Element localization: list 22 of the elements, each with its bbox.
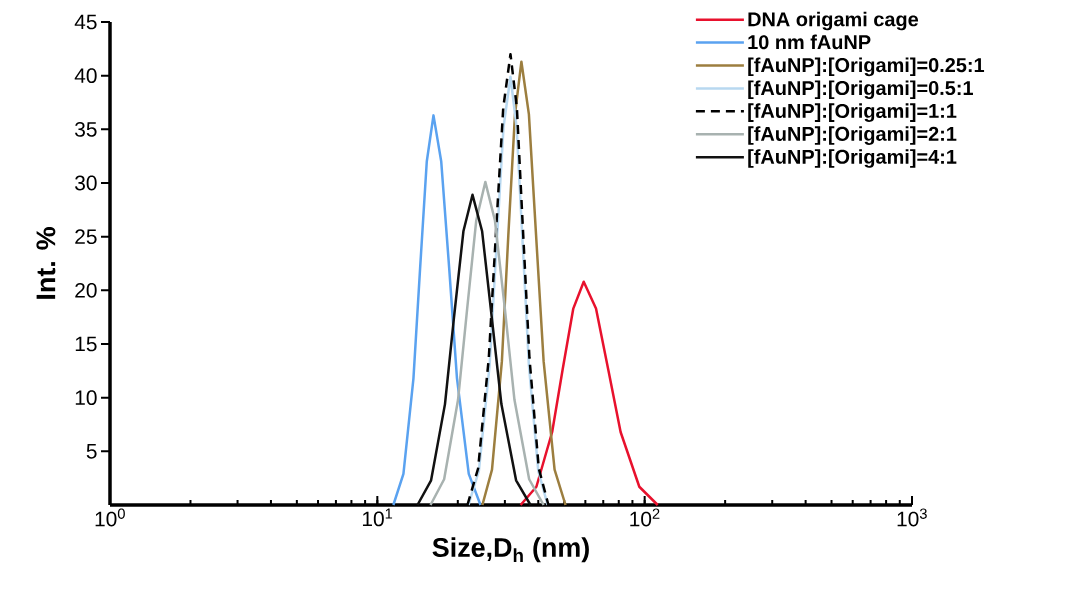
legend-label: [fAuNP]:[Origami]=4:1 (748, 149, 957, 168)
y-tick-label: 25 (75, 229, 97, 245)
x-axis-title: Size,D$_{h}$ (nm) (432, 537, 589, 563)
y-tick-label: 10 (75, 390, 97, 406)
x-tick-label: 10$^{2}$ (630, 508, 660, 527)
y-tick-label: 20 (75, 282, 97, 298)
legend-label: [fAuNP]:[Origami]=2:1 (748, 126, 957, 145)
y-tick-label: 40 (74, 68, 97, 84)
x-tick-label: 10$^{1}$ (362, 508, 393, 527)
legend-label: [fAuNP]:[Origami]=1:1 (748, 103, 957, 123)
legend-label: [fAuNP]:[Origami]=0.25:1 (748, 57, 985, 77)
x-tick-label: 10$^{0}$ (95, 508, 125, 527)
y-tick-label: 30 (75, 175, 97, 191)
legend-label: DNA origami cage (748, 11, 919, 31)
y-axis-title: Int. % (36, 227, 56, 299)
y-tick-label: 35 (75, 121, 97, 137)
x-tick-label: 10$^{3}$ (897, 508, 927, 527)
y-tick-label: 15 (75, 336, 97, 352)
legend-label: 10 nm fAuNP (748, 34, 871, 50)
y-tick-label: 5 (86, 444, 97, 459)
y-tick-label: 45 (74, 14, 97, 30)
legend-label: [fAuNP]:[Origami]=0.5:1 (748, 80, 973, 100)
